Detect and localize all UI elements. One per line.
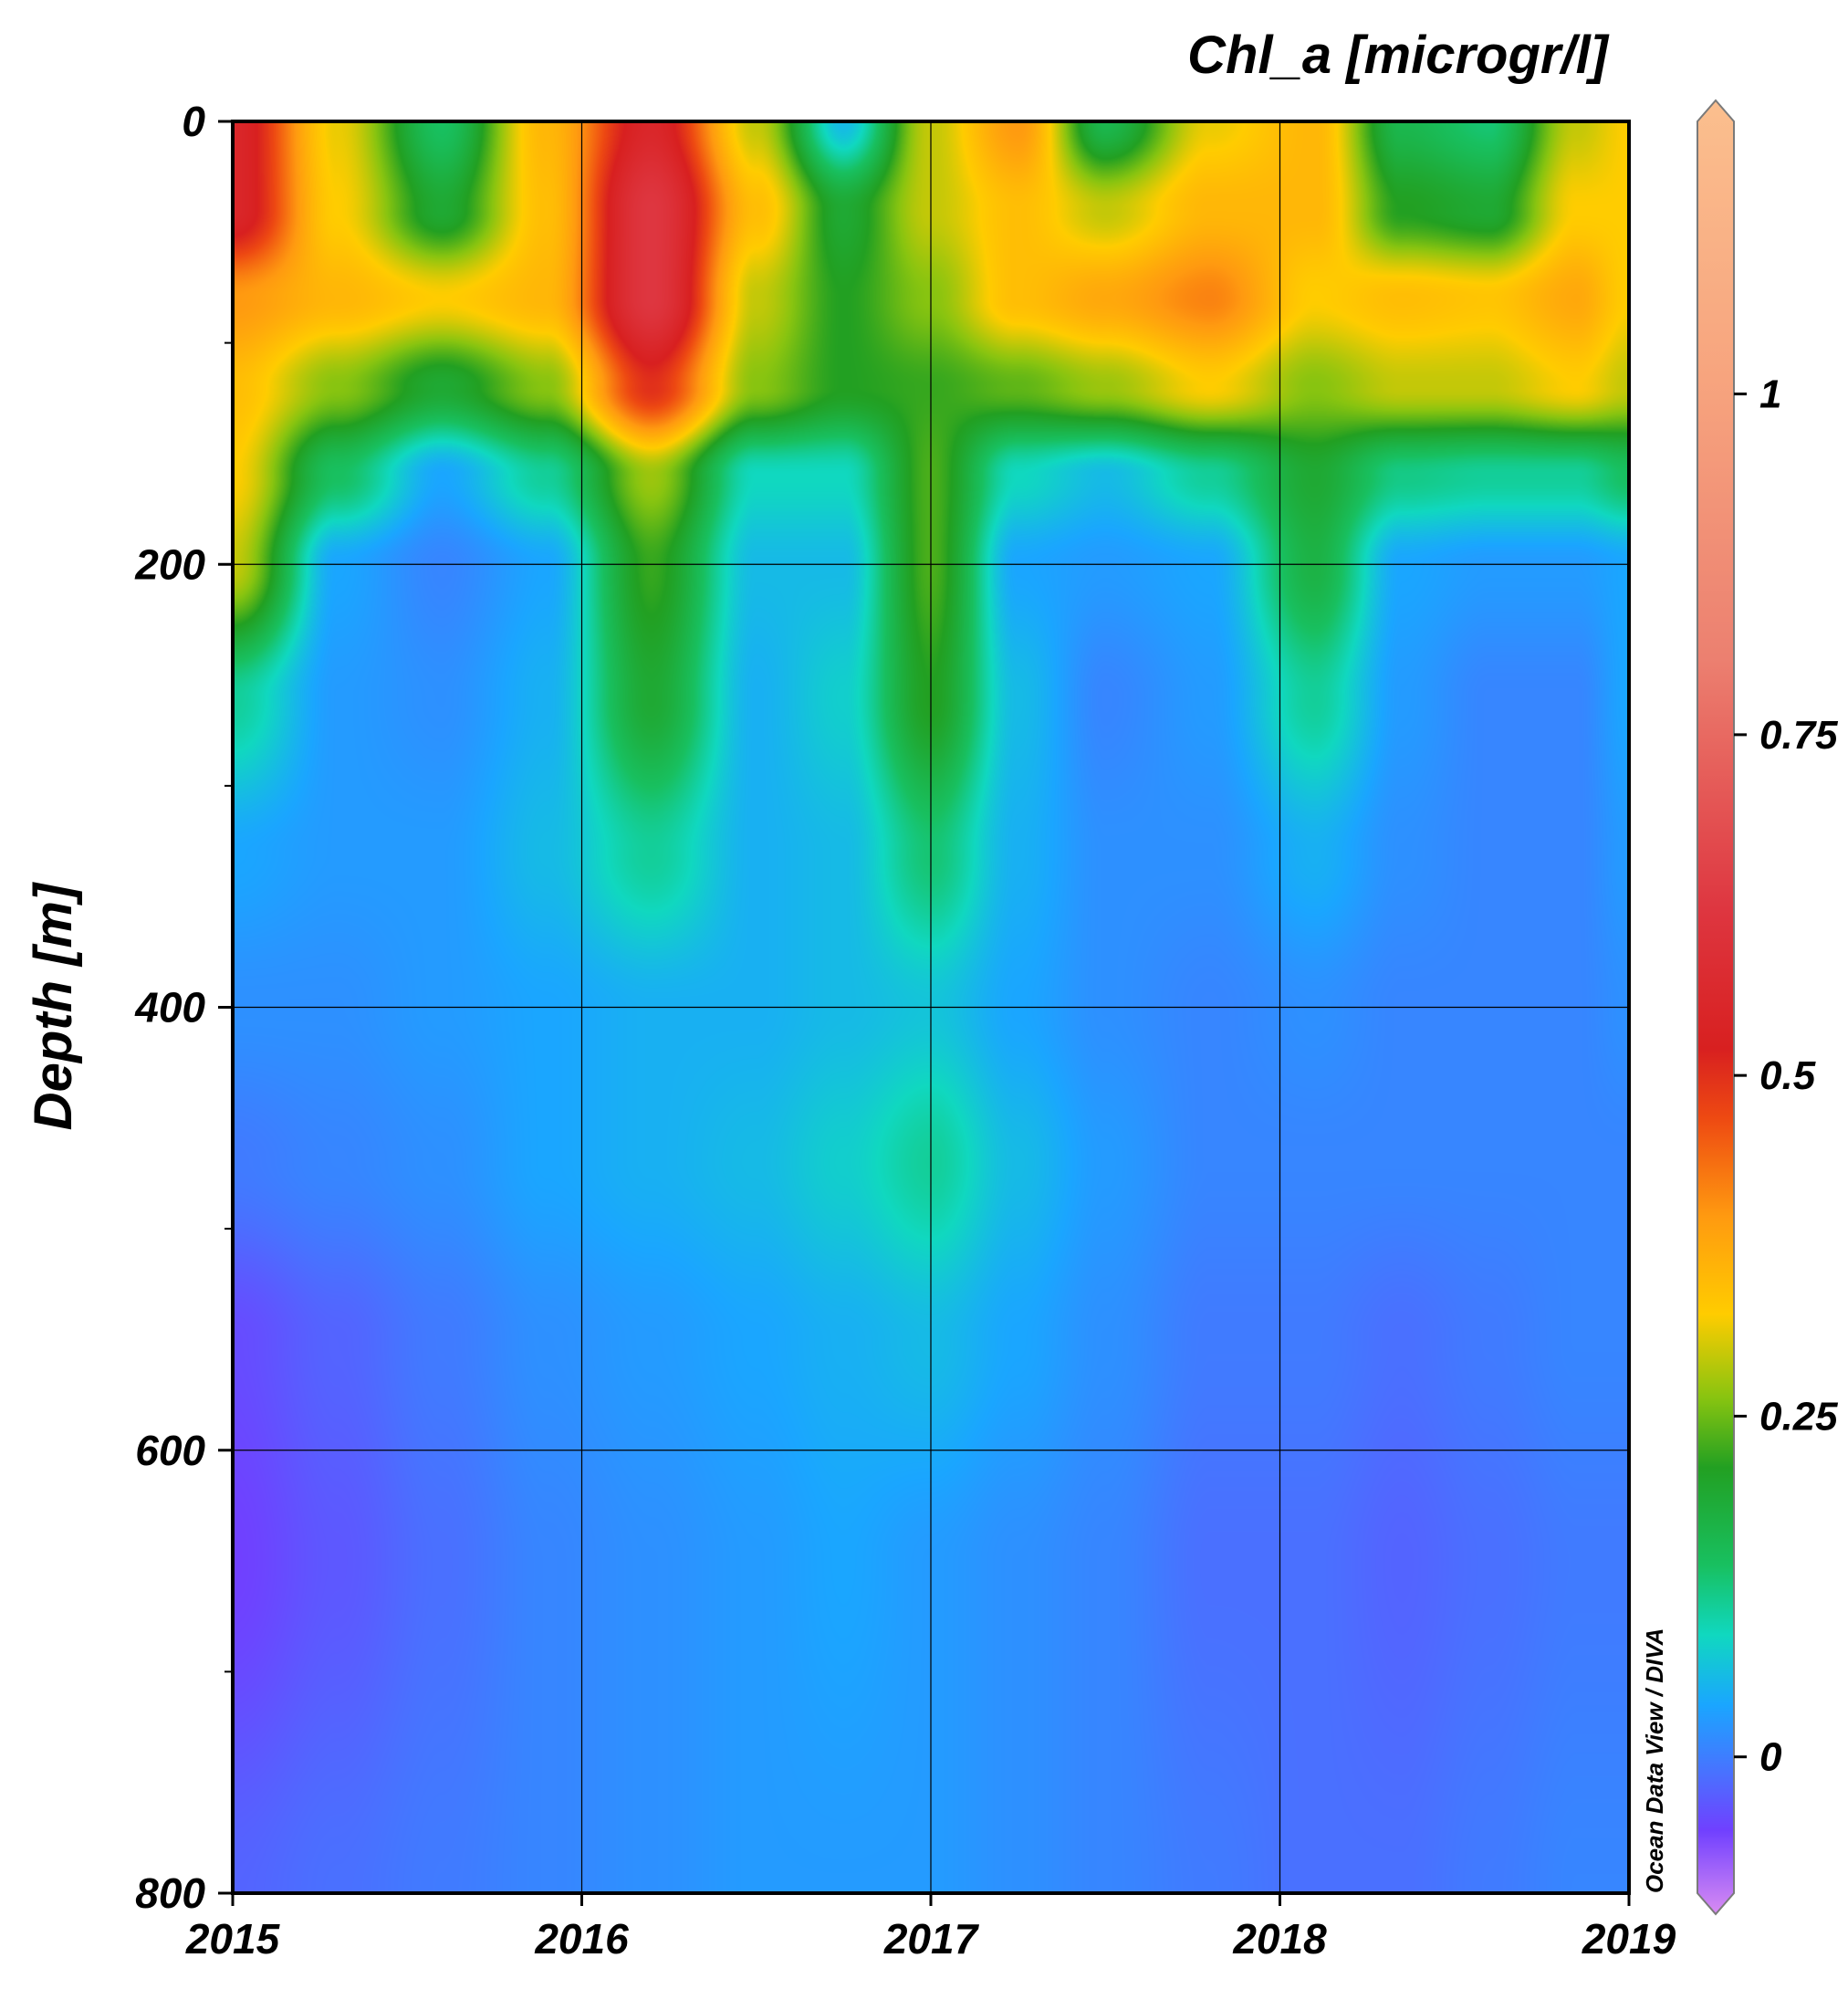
colorbar-ticks: 0 0.25 0.5 0.75 1 xyxy=(1734,372,1838,1780)
x-tick-label: 2017 xyxy=(883,1915,980,1963)
y-tick-label: 800 xyxy=(135,1869,205,1917)
colorbar-body xyxy=(1697,99,1735,1916)
y-tick-label: 0 xyxy=(182,98,205,145)
x-axis: 2015 2016 2017 2018 2019 xyxy=(185,1893,1676,1963)
colorbar-tick-label: 0.75 xyxy=(1759,713,1838,758)
colorbar-tick-label: 1 xyxy=(1759,372,1781,417)
x-tick-label: 2015 xyxy=(185,1915,281,1963)
y-tick-label: 200 xyxy=(134,540,205,588)
colorbar: 0 0.25 0.5 0.75 1 xyxy=(1697,99,1838,1916)
chart-title: Chl_a [microgr/l] xyxy=(1187,26,1610,85)
colorbar-tick-label: 0.5 xyxy=(1759,1053,1816,1098)
y-tick-label: 600 xyxy=(135,1427,205,1474)
colorbar-tick-label: 0.25 xyxy=(1759,1394,1838,1439)
x-tick-label: 2016 xyxy=(534,1915,629,1963)
y-axis-label: Depth [m] xyxy=(24,882,83,1130)
y-axis: 0 200 400 600 800 xyxy=(134,98,233,1917)
x-tick-label: 2019 xyxy=(1582,1915,1676,1963)
plot-area xyxy=(231,120,1631,1895)
y-tick-label: 400 xyxy=(134,984,205,1031)
x-tick-label: 2018 xyxy=(1232,1915,1327,1963)
colorbar-tick-label: 0 xyxy=(1759,1735,1782,1780)
watermark: Ocean Data View / DIVA xyxy=(1641,1628,1668,1893)
